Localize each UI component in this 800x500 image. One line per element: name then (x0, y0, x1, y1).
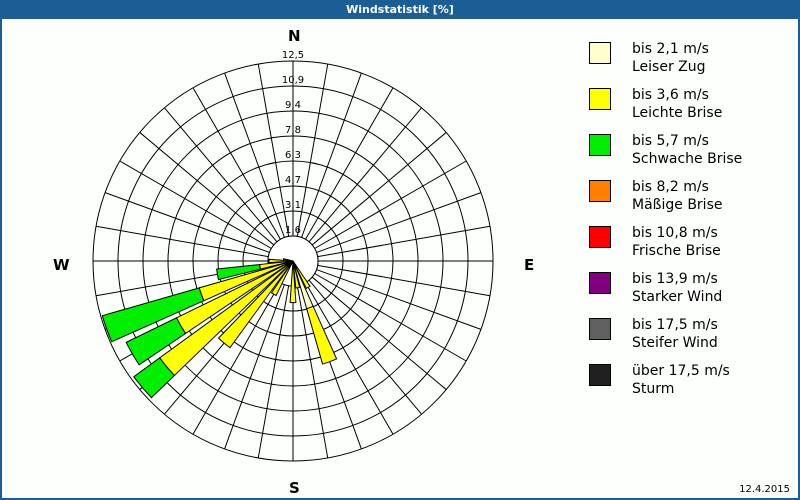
grid-spoke (296, 63, 329, 237)
grid-spoke (314, 273, 467, 362)
grid-spoke (301, 72, 362, 238)
grid-spoke (104, 192, 270, 253)
grid-spoke (257, 285, 290, 459)
grid-spoke (95, 225, 269, 258)
grid-spoke (119, 160, 272, 249)
wind-bar-segment (270, 260, 294, 297)
radial-tick-label: 12,5 (282, 50, 304, 61)
grid-spoke (317, 264, 491, 297)
radial-tick-label: 1,6 (285, 225, 301, 236)
grid-spoke (257, 63, 290, 237)
grid-spoke (164, 107, 278, 243)
legend-label: Sturm (632, 381, 675, 397)
date-label: 12.4.2015 (739, 484, 790, 495)
window-title: Windstatistik [%] (0, 0, 800, 19)
wind-bar-segment (101, 287, 205, 343)
grid-spoke (139, 132, 275, 246)
wind-bar-segment (289, 260, 297, 304)
legend-range: bis 2,1 m/s (632, 41, 709, 57)
wind-bar-segment (133, 357, 176, 399)
legend-range: bis 13,9 m/s (632, 271, 718, 287)
legend-label: Leichte Brise (632, 105, 723, 121)
grid-spoke (317, 225, 491, 258)
wind-bar-segment (292, 260, 301, 289)
legend-swatch (589, 226, 611, 248)
legend-range: bis 3,6 m/s (632, 87, 709, 103)
wind-bar-segment (294, 264, 311, 289)
legend-range: bis 17,5 m/s (632, 317, 718, 333)
grid-spoke (192, 282, 281, 435)
legend-range: über 17,5 m/s (632, 363, 730, 379)
legend-label: Frische Brise (632, 243, 721, 259)
legend-swatch (589, 364, 611, 386)
legend-label: Steifer Wind (632, 335, 718, 351)
wind-bar-segment (216, 263, 262, 281)
legend-swatch (589, 88, 611, 110)
compass-west-label: W (53, 256, 70, 274)
compass-north-label: N (288, 27, 301, 45)
radial-tick-label: 10,9 (282, 75, 304, 86)
wind-bar-segment (268, 258, 294, 264)
radial-tick-label: 7,8 (285, 125, 301, 136)
grid-spoke (192, 87, 281, 240)
legend-swatch (589, 180, 611, 202)
legend-swatch (589, 42, 611, 64)
grid-spoke (296, 285, 329, 459)
legend-swatch (589, 134, 611, 156)
legend-label: Mäßige Brise (632, 197, 723, 213)
grid-spoke (308, 107, 422, 243)
grid-spoke (224, 284, 285, 450)
legend-swatch (589, 318, 611, 340)
legend-range: bis 8,2 m/s (632, 179, 709, 195)
wind-bar-segment (306, 305, 338, 365)
wind-bar-segment (125, 317, 187, 366)
radial-tick-label: 9,4 (285, 100, 301, 111)
legend-label: Starker Wind (632, 289, 723, 305)
grid-spoke (305, 87, 394, 240)
grid-spoke (314, 160, 467, 249)
grid-spoke (316, 192, 482, 253)
grid-spoke (311, 276, 447, 390)
grid-spoke (308, 279, 422, 415)
radial-tick-label: 4,7 (285, 175, 301, 186)
grid-spoke (311, 132, 447, 246)
grid-spoke (316, 269, 482, 330)
legend-range: bis 5,7 m/s (632, 133, 709, 149)
grid-spoke (224, 72, 285, 238)
radial-tick-label: 6,3 (285, 150, 301, 161)
wind-bar-segment (217, 260, 294, 349)
wind-bar-segment (282, 258, 294, 262)
legend-label: Schwache Brise (632, 151, 743, 167)
compass-south-label: S (289, 479, 300, 497)
compass-east-label: E (524, 256, 535, 274)
grid-spoke (305, 282, 394, 435)
legend-label: Leiser Zug (632, 59, 706, 75)
legend-swatch (589, 272, 611, 294)
radial-tick-label: 3,1 (285, 200, 301, 211)
legend-range: bis 10,8 m/s (632, 225, 718, 241)
